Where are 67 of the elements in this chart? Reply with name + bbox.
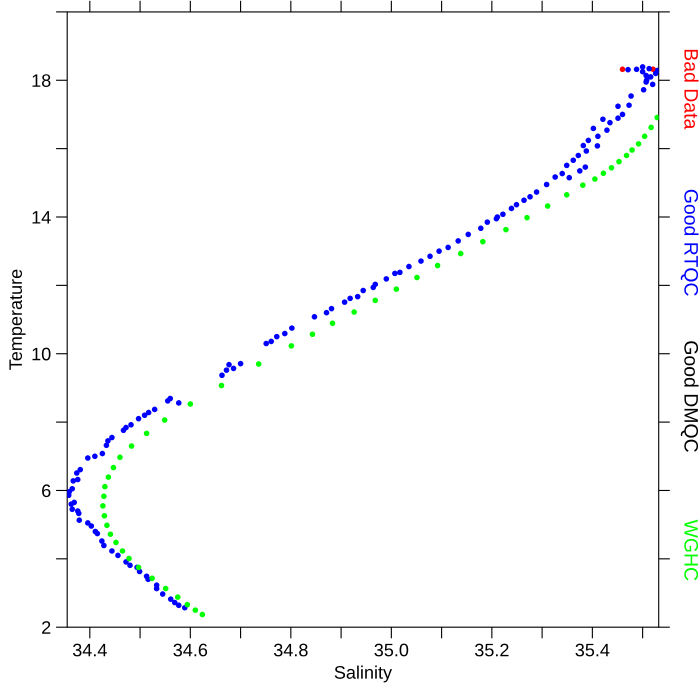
point bbox=[642, 134, 648, 140]
point bbox=[100, 503, 106, 509]
point bbox=[654, 114, 659, 120]
point bbox=[600, 170, 606, 176]
y-tick-label: 10 bbox=[32, 348, 51, 360]
point bbox=[192, 607, 198, 613]
point bbox=[102, 512, 108, 519]
y-tick-label: 2 bbox=[42, 621, 50, 634]
point bbox=[580, 182, 586, 188]
x-tick-label: 35.4 bbox=[575, 644, 610, 656]
point bbox=[330, 320, 336, 326]
point bbox=[503, 226, 509, 232]
point bbox=[162, 586, 168, 592]
point bbox=[149, 576, 155, 582]
point bbox=[106, 474, 112, 480]
x-tick-label: 35.2 bbox=[474, 644, 509, 656]
point bbox=[128, 443, 134, 449]
point bbox=[144, 430, 150, 436]
point bbox=[256, 361, 262, 367]
point bbox=[174, 594, 181, 600]
point bbox=[620, 66, 626, 72]
point bbox=[629, 147, 635, 153]
point bbox=[162, 417, 168, 423]
point bbox=[394, 286, 400, 292]
point bbox=[218, 382, 224, 388]
point bbox=[434, 262, 440, 268]
point bbox=[616, 158, 622, 164]
x-tick-label: 34.4 bbox=[72, 644, 107, 656]
point bbox=[101, 494, 107, 500]
text: WGHC bbox=[684, 520, 698, 580]
text: Bad Data bbox=[684, 50, 699, 130]
point bbox=[200, 612, 206, 618]
point bbox=[102, 484, 108, 490]
legend-label: Good DMQC bbox=[680, 341, 699, 452]
y-tick-label: 6 bbox=[42, 484, 50, 498]
point bbox=[592, 176, 598, 182]
y-tick-label: 14 bbox=[32, 211, 51, 224]
point bbox=[108, 531, 114, 537]
point bbox=[648, 124, 654, 130]
point bbox=[372, 298, 378, 304]
y-axis-title: Temperature bbox=[9, 270, 26, 370]
point bbox=[117, 454, 123, 460]
point bbox=[288, 343, 294, 349]
x-tick-label: 34.8 bbox=[274, 644, 308, 656]
point bbox=[188, 401, 194, 407]
point bbox=[624, 152, 630, 158]
x-tick-label: 34.6 bbox=[173, 644, 208, 656]
point bbox=[458, 250, 464, 256]
text: Good RTQC bbox=[680, 190, 699, 296]
point bbox=[608, 165, 614, 171]
point bbox=[104, 522, 110, 528]
y-tick-label: 18 bbox=[32, 74, 50, 87]
point bbox=[351, 309, 357, 315]
point bbox=[110, 464, 116, 470]
point bbox=[524, 214, 530, 220]
point bbox=[480, 238, 486, 244]
point bbox=[636, 141, 642, 147]
point bbox=[126, 556, 132, 562]
point bbox=[120, 548, 126, 554]
point bbox=[184, 602, 190, 608]
x-tick-label: 35.0 bbox=[374, 644, 408, 656]
point bbox=[310, 331, 316, 338]
point bbox=[113, 540, 119, 546]
x-axis-title: Salinity bbox=[334, 666, 392, 682]
point bbox=[414, 274, 420, 280]
point bbox=[544, 203, 550, 209]
point bbox=[564, 192, 570, 198]
